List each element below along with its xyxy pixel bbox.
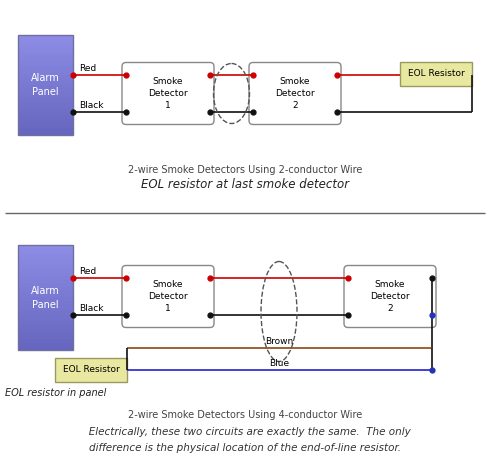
Text: difference is the physical location of the end-of-line resistor.: difference is the physical location of t… <box>89 443 401 453</box>
Bar <box>55 358 127 382</box>
Bar <box>18 82 73 86</box>
Bar <box>18 304 73 309</box>
Bar <box>18 98 73 102</box>
Bar <box>400 62 472 86</box>
Bar <box>18 308 73 312</box>
Text: EOL Resistor: EOL Resistor <box>408 69 465 78</box>
Bar <box>18 343 73 347</box>
Text: EOL resistor at last smoke detector: EOL resistor at last smoke detector <box>141 179 349 191</box>
Bar <box>18 88 73 92</box>
Bar <box>18 35 73 135</box>
Bar <box>18 35 73 39</box>
Bar <box>18 105 73 109</box>
Bar <box>18 277 73 280</box>
Bar <box>18 68 73 72</box>
Bar <box>18 52 73 56</box>
Bar <box>18 256 73 260</box>
FancyBboxPatch shape <box>344 265 436 327</box>
Bar <box>18 340 73 344</box>
Bar <box>18 301 73 305</box>
Bar <box>18 91 73 96</box>
Text: Smoke
Detector
2: Smoke Detector 2 <box>370 280 410 313</box>
Text: EOL Resistor: EOL Resistor <box>63 365 120 375</box>
Text: EOL resistor in panel: EOL resistor in panel <box>5 388 106 398</box>
Bar <box>18 280 73 284</box>
Bar <box>18 42 73 45</box>
Text: 2-wire Smoke Detectors Using 2-conductor Wire: 2-wire Smoke Detectors Using 2-conductor… <box>128 165 362 175</box>
Bar <box>18 112 73 115</box>
Bar <box>18 294 73 298</box>
Bar <box>18 322 73 326</box>
Text: 2-wire Smoke Detectors Using 4-conductor Wire: 2-wire Smoke Detectors Using 4-conductor… <box>128 410 362 420</box>
Bar <box>18 95 73 99</box>
Bar <box>18 132 73 136</box>
Text: Red: Red <box>79 267 96 276</box>
Bar <box>18 65 73 69</box>
Bar <box>18 72 73 76</box>
Bar <box>18 325 73 330</box>
Bar <box>18 252 73 256</box>
Bar <box>18 45 73 49</box>
Text: Alarm
Panel: Alarm Panel <box>31 73 60 97</box>
Bar <box>18 336 73 340</box>
Bar <box>18 245 73 249</box>
Text: Black: Black <box>79 304 103 313</box>
Bar <box>18 311 73 316</box>
Bar <box>18 125 73 129</box>
Bar <box>18 102 73 106</box>
Text: Red: Red <box>79 64 96 73</box>
Text: Smoke
Detector
2: Smoke Detector 2 <box>275 77 315 110</box>
Bar <box>18 129 73 132</box>
Bar <box>18 121 73 126</box>
Bar <box>18 287 73 291</box>
Bar <box>18 273 73 277</box>
Bar <box>18 78 73 82</box>
Bar <box>18 290 73 295</box>
Text: Brown: Brown <box>266 337 294 346</box>
Bar <box>18 318 73 323</box>
Bar <box>18 85 73 89</box>
FancyBboxPatch shape <box>122 265 214 327</box>
Bar <box>18 283 73 287</box>
Bar <box>18 245 73 350</box>
Bar <box>18 259 73 263</box>
Bar <box>18 48 73 52</box>
FancyBboxPatch shape <box>249 62 341 124</box>
Text: Smoke
Detector
1: Smoke Detector 1 <box>148 77 188 110</box>
Text: Blue: Blue <box>270 359 290 368</box>
Bar <box>18 58 73 62</box>
Bar <box>18 266 73 270</box>
Bar <box>18 270 73 273</box>
Text: Alarm
Panel: Alarm Panel <box>31 286 60 310</box>
Bar <box>18 263 73 266</box>
Bar <box>18 61 73 66</box>
Bar <box>18 108 73 112</box>
Bar <box>18 329 73 333</box>
Bar <box>18 347 73 351</box>
Bar <box>18 315 73 319</box>
Bar <box>18 297 73 302</box>
Bar <box>18 115 73 119</box>
Bar <box>18 249 73 253</box>
Text: Electrically, these two circuits are exactly the same.  The only: Electrically, these two circuits are exa… <box>79 427 411 437</box>
Text: Black: Black <box>79 101 103 110</box>
Bar <box>18 55 73 59</box>
FancyBboxPatch shape <box>122 62 214 124</box>
Text: Smoke
Detector
1: Smoke Detector 1 <box>148 280 188 313</box>
Bar <box>18 38 73 42</box>
Bar <box>18 118 73 122</box>
Bar <box>18 333 73 337</box>
Bar <box>18 75 73 79</box>
